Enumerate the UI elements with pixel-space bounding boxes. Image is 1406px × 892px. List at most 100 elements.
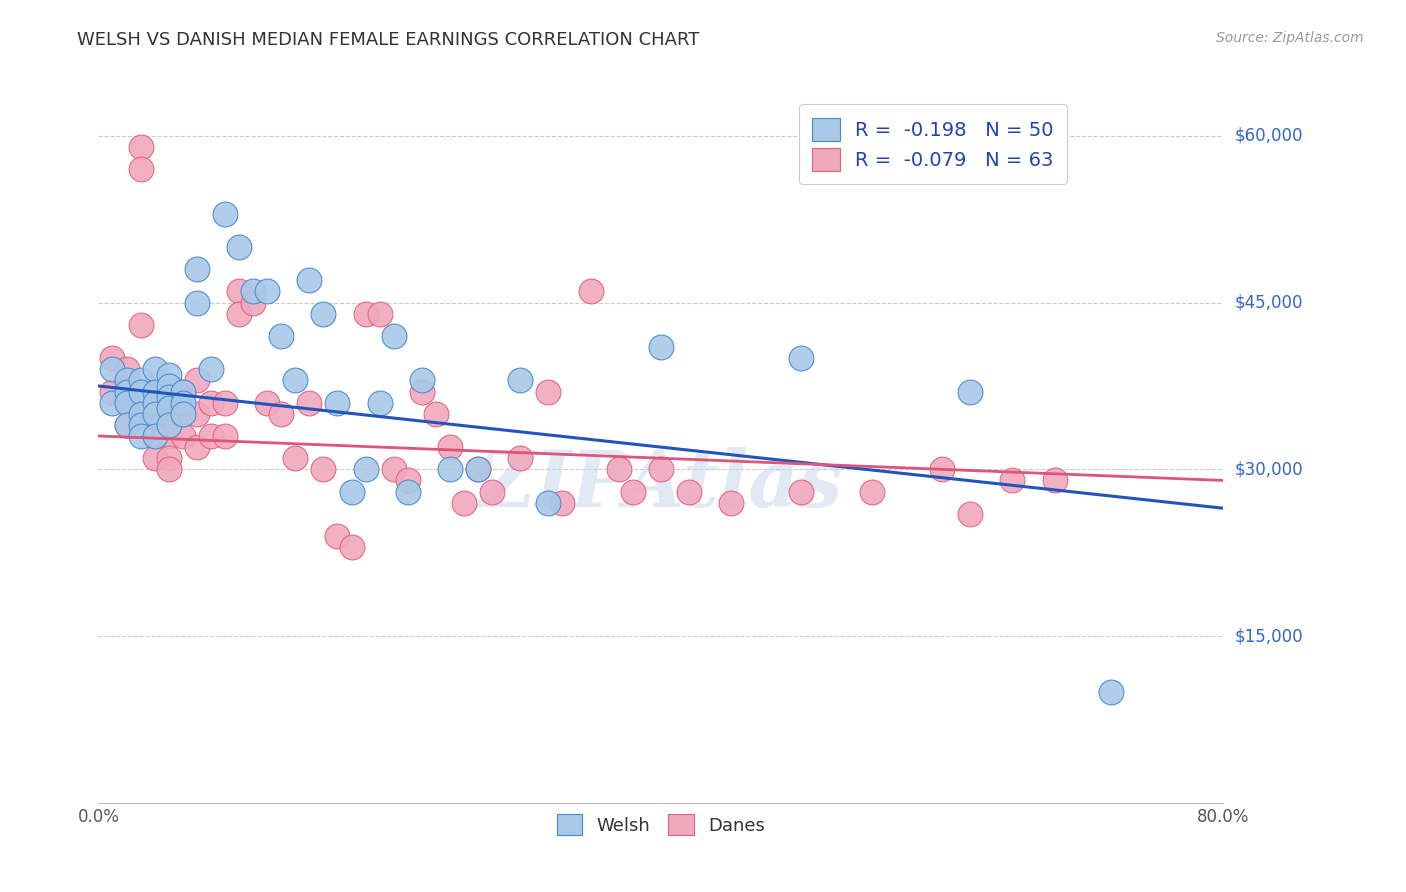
Point [354,462,377,476]
Point [340,540,363,554]
Point [382,462,405,476]
Point [200,429,222,443]
Point [509,373,531,387]
Point [172,384,194,399]
Point [790,484,813,499]
Point [467,462,489,476]
Point [453,496,475,510]
Point [157,407,180,421]
Point [214,207,236,221]
Point [537,496,560,510]
Point [650,340,672,354]
Point [1099,684,1122,698]
Point [200,395,222,409]
Point [172,384,194,399]
Point [396,474,419,488]
Point [186,440,208,454]
Point [256,285,278,299]
Point [790,351,813,366]
Point [101,362,124,376]
Point [129,318,152,332]
Point [172,395,194,409]
Text: $30,000: $30,000 [1234,460,1303,478]
Point [411,373,433,387]
Point [101,395,124,409]
Point [256,395,278,409]
Point [143,384,166,399]
Point [411,384,433,399]
Point [270,329,292,343]
Point [129,429,152,443]
Point [860,484,883,499]
Point [129,407,152,421]
Point [214,395,236,409]
Point [396,484,419,499]
Point [270,407,292,421]
Point [551,496,574,510]
Point [537,384,560,399]
Point [650,462,672,476]
Point [129,417,152,432]
Point [1001,474,1024,488]
Point [101,351,124,366]
Point [284,451,307,466]
Point [481,484,503,499]
Point [1043,474,1066,488]
Point [382,329,405,343]
Point [157,379,180,393]
Point [186,262,208,277]
Point [143,407,166,421]
Point [129,373,152,387]
Point [312,307,335,321]
Point [959,384,981,399]
Point [298,395,321,409]
Text: WELSH VS DANISH MEDIAN FEMALE EARNINGS CORRELATION CHART: WELSH VS DANISH MEDIAN FEMALE EARNINGS C… [77,31,700,49]
Point [172,407,194,421]
Point [326,395,349,409]
Point [242,295,264,310]
Point [115,395,138,409]
Text: Source: ZipAtlas.com: Source: ZipAtlas.com [1216,31,1364,45]
Point [340,484,363,499]
Point [186,407,208,421]
Point [172,429,194,443]
Point [115,362,138,376]
Point [143,451,166,466]
Point [115,395,138,409]
Point [157,368,180,382]
Point [157,417,180,432]
Point [368,395,391,409]
Point [439,440,461,454]
Point [242,285,264,299]
Point [228,240,250,254]
Point [157,429,180,443]
Point [101,384,124,399]
Point [143,395,166,409]
Point [143,407,166,421]
Point [354,307,377,321]
Point [959,507,981,521]
Point [200,362,222,376]
Point [439,462,461,476]
Point [115,384,138,399]
Point [143,362,166,376]
Point [129,384,152,399]
Legend: Welsh, Danes: Welsh, Danes [544,802,778,848]
Point [143,429,166,443]
Point [129,140,152,154]
Point [143,429,166,443]
Point [312,462,335,476]
Point [931,462,953,476]
Point [143,384,166,399]
Point [157,462,180,476]
Point [228,307,250,321]
Point [467,462,489,476]
Point [157,451,180,466]
Point [157,384,180,399]
Point [284,373,307,387]
Point [157,390,180,404]
Point [115,417,138,432]
Text: $45,000: $45,000 [1234,293,1303,311]
Point [621,484,644,499]
Point [579,285,602,299]
